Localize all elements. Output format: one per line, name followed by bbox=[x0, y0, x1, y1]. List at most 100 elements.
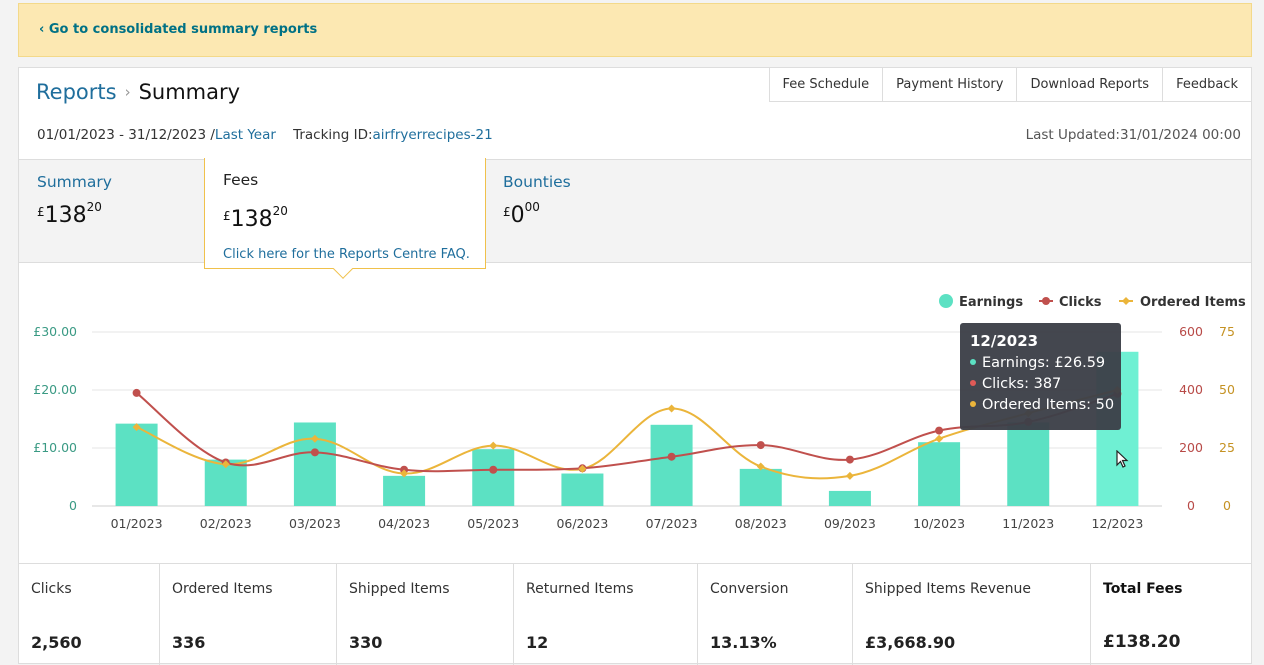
reports-faq-link[interactable]: Click here for the Reports Centre FAQ. bbox=[223, 247, 470, 262]
chart-tooltip: 12/2023 Earnings: £26.59 Clicks: 387 Ord… bbox=[960, 323, 1121, 430]
fee-schedule-button[interactable]: Fee Schedule bbox=[768, 67, 884, 102]
y-left-tick-label: £10.00 bbox=[33, 440, 77, 455]
tooltip-clicks: Clicks: 387 bbox=[970, 376, 1111, 392]
last-updated: Last Updated:31/01/2024 00:00 bbox=[1025, 127, 1241, 143]
stat-ordered-items: Ordered Items 336 bbox=[160, 564, 337, 665]
y-right-clicks-tick-label: 600 bbox=[1179, 324, 1203, 339]
date-range: 01/01/2023 - 31/12/2023 / bbox=[37, 127, 215, 143]
payment-history-button[interactable]: Payment History bbox=[882, 67, 1018, 102]
y-right-clicks-tick-label: 200 bbox=[1179, 440, 1203, 455]
x-tick-label: 10/2023 bbox=[913, 516, 965, 531]
stat-value: 336 bbox=[172, 633, 206, 652]
y-right-ordered-tick-label: 25 bbox=[1219, 440, 1235, 455]
currency-symbol: £ bbox=[37, 205, 45, 219]
currency-symbol: £ bbox=[223, 209, 231, 223]
consolidated-reports-link[interactable]: ‹ Go to consolidated summary reports bbox=[39, 22, 318, 37]
y-right-clicks-tick-label: 400 bbox=[1179, 382, 1203, 397]
stat-label: Shipped Items Revenue bbox=[865, 581, 1031, 597]
amount-whole: 138 bbox=[230, 207, 273, 232]
x-tick-label: 01/2023 bbox=[111, 516, 163, 531]
earnings-bar bbox=[561, 473, 604, 506]
ordered-items-point bbox=[935, 434, 944, 443]
earnings-bar bbox=[115, 423, 158, 506]
earnings-bar bbox=[383, 475, 426, 506]
tab-bounties-label: Bounties bbox=[503, 173, 571, 191]
stat-conversion: Conversion 13.13% bbox=[698, 564, 853, 665]
tracking-id-link[interactable]: airfryerrecipes-21 bbox=[372, 127, 493, 143]
earnings-chart[interactable]: £30.00 600 75£20.00 400 50£10.00 200 250 0 001/2… bbox=[19, 68, 1251, 563]
ordered-items-point bbox=[578, 464, 587, 473]
legend-earnings-label: Earnings bbox=[959, 295, 1023, 310]
clicks-point bbox=[132, 388, 141, 397]
amount-fraction: 20 bbox=[86, 200, 102, 214]
x-tick-label: 04/2023 bbox=[378, 516, 430, 531]
currency-symbol: £ bbox=[503, 205, 511, 219]
ordered-items-point bbox=[756, 462, 765, 471]
feedback-button[interactable]: Feedback bbox=[1162, 67, 1252, 102]
x-tick-label: 08/2023 bbox=[735, 516, 787, 531]
tooltip-ordered-text: Ordered Items: 50 bbox=[982, 397, 1115, 413]
earnings-bar bbox=[650, 424, 693, 506]
notice-banner: ‹ Go to consolidated summary reports bbox=[18, 3, 1252, 57]
clicks-point bbox=[310, 448, 319, 457]
legend-clicks-icon bbox=[1042, 297, 1050, 305]
ordered-items-point bbox=[667, 404, 676, 413]
tooltip-title: 12/2023 bbox=[970, 332, 1039, 350]
top-button-group: Fee Schedule Payment History Download Re… bbox=[768, 67, 1252, 102]
tab-summary-amount: £13820 bbox=[37, 200, 112, 228]
x-tick-label: 05/2023 bbox=[467, 516, 519, 531]
tab-fees[interactable]: Fees £13820 Click here for the Reports C… bbox=[204, 158, 486, 279]
ordered-items-point bbox=[400, 469, 409, 478]
clicks-point bbox=[756, 441, 765, 450]
amount-fraction: 00 bbox=[524, 200, 540, 214]
stats-row: Clicks 2,560 Ordered Items 336 Shipped I… bbox=[19, 563, 1251, 665]
clicks-point bbox=[667, 452, 676, 461]
amount-whole: 138 bbox=[44, 203, 87, 228]
tooltip-clicks-text: Clicks: 387 bbox=[982, 376, 1062, 392]
earnings-bar bbox=[472, 449, 515, 506]
y-left-tick-label: 0 bbox=[69, 498, 77, 513]
tab-bounties-amount: £000 bbox=[503, 200, 571, 228]
stat-value: £138.20 bbox=[1103, 632, 1181, 652]
stat-total-fees: Total Fees £138.20 bbox=[1091, 564, 1251, 665]
y-right-ordered-tick-label: 0 bbox=[1223, 498, 1231, 513]
stat-value: £3,668.90 bbox=[865, 633, 956, 652]
x-tick-label: 02/2023 bbox=[200, 516, 252, 531]
clicks-point bbox=[845, 455, 854, 464]
download-reports-button[interactable]: Download Reports bbox=[1016, 67, 1164, 102]
amount-fraction: 20 bbox=[272, 204, 288, 218]
tab-summary[interactable]: Summary £13820 bbox=[37, 173, 112, 228]
clicks-dot-icon bbox=[970, 380, 976, 386]
breadcrumb-reports-link[interactable]: Reports bbox=[36, 80, 117, 104]
stat-shipped-revenue: Shipped Items Revenue £3,668.90 bbox=[853, 564, 1091, 665]
y-right-ordered-tick-label: 75 bbox=[1219, 324, 1235, 339]
y-right-ordered-tick-label: 50 bbox=[1219, 382, 1235, 397]
earnings-bar bbox=[739, 468, 782, 506]
stat-label: Clicks bbox=[31, 581, 72, 597]
tooltip-ordered: Ordered Items: 50 bbox=[970, 397, 1115, 413]
period-link[interactable]: Last Year bbox=[214, 127, 276, 143]
tooltip-earnings: Earnings: £26.59 bbox=[970, 355, 1111, 371]
stat-shipped-items: Shipped Items 330 bbox=[337, 564, 514, 665]
amount-whole: 0 bbox=[510, 203, 525, 228]
ordered-dot-icon bbox=[970, 401, 976, 407]
stat-label: Total Fees bbox=[1103, 581, 1183, 597]
clicks-point bbox=[935, 426, 944, 435]
breadcrumb: Reports › Summary bbox=[36, 80, 240, 104]
legend-clicks-label: Clicks bbox=[1059, 295, 1102, 310]
earnings-dot-icon bbox=[970, 359, 976, 365]
tab-bounties[interactable]: Bounties £000 bbox=[503, 173, 571, 228]
stat-label: Ordered Items bbox=[172, 581, 273, 597]
tracking-label: Tracking ID: bbox=[293, 127, 373, 143]
legend-earnings-icon bbox=[939, 294, 953, 308]
stat-label: Conversion bbox=[710, 581, 789, 597]
earnings-bar bbox=[1007, 422, 1050, 506]
page-title: Summary bbox=[138, 80, 241, 104]
ordered-items-point bbox=[489, 441, 498, 450]
stat-label: Shipped Items bbox=[349, 581, 450, 597]
x-tick-label: 06/2023 bbox=[556, 516, 608, 531]
x-tick-label: 11/2023 bbox=[1002, 516, 1054, 531]
tooltip-earnings-text: Earnings: £26.59 bbox=[982, 355, 1106, 371]
tab-summary-label: Summary bbox=[37, 173, 112, 191]
tab-fees-amount: £13820 bbox=[223, 204, 288, 232]
